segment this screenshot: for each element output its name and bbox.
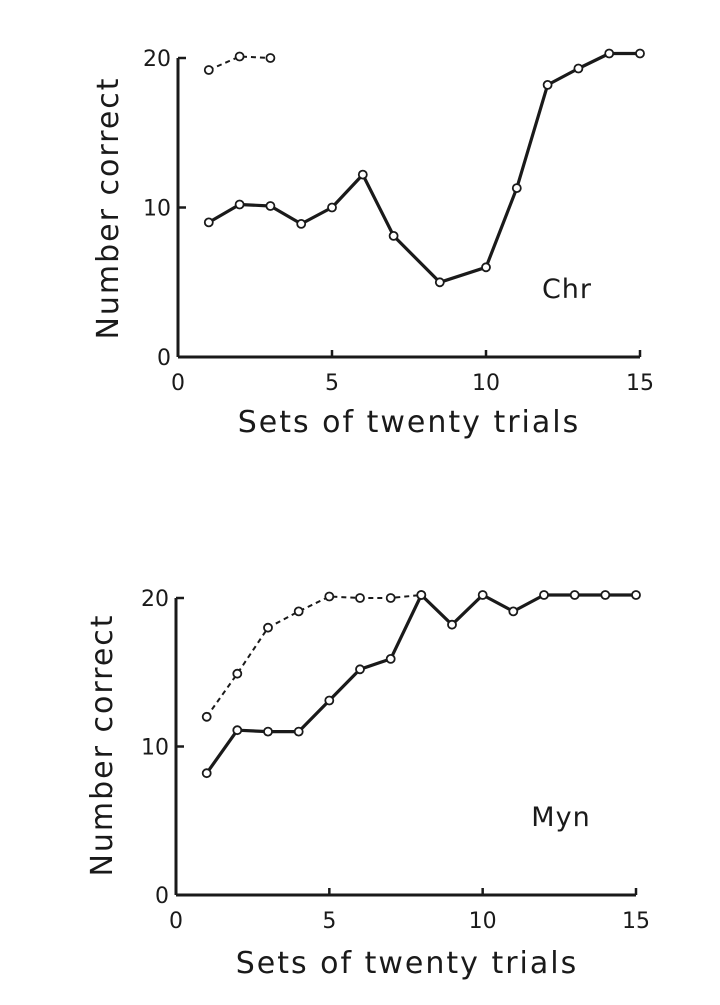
solid-series-point bbox=[201, 768, 212, 779]
x-tick-label: 5 bbox=[322, 909, 336, 934]
x-axis-title: Sets of twenty trials bbox=[238, 405, 580, 440]
solid-series-point bbox=[434, 277, 445, 288]
solid-series-point bbox=[293, 726, 304, 737]
dashed-series-point bbox=[385, 593, 396, 603]
dashed-series-point bbox=[203, 65, 214, 75]
x-tick-label: 10 bbox=[469, 909, 497, 934]
chart-panel-myn: 0 5 10 15 0 10 20 Sets of twenty trials Number c… bbox=[85, 587, 650, 981]
y-tick-label: 10 bbox=[143, 197, 171, 222]
solid-series-point bbox=[635, 48, 645, 59]
solid-series-point bbox=[508, 606, 519, 617]
solid-series-point bbox=[385, 654, 396, 664]
x-axis-title: Sets of twenty trials bbox=[236, 946, 578, 981]
y-tick-label: 10 bbox=[141, 736, 169, 761]
dashed-series-point bbox=[201, 711, 212, 722]
solid-series-point bbox=[234, 199, 245, 210]
dashed-series-point bbox=[293, 606, 304, 617]
solid-series-point bbox=[631, 590, 641, 600]
solid-series-line bbox=[205, 593, 636, 775]
dashed-series-point bbox=[324, 591, 335, 602]
dashed-series-point bbox=[265, 53, 276, 63]
dashed-series-point bbox=[416, 590, 427, 600]
solid-series-point bbox=[600, 590, 611, 600]
solid-series-point bbox=[539, 590, 549, 600]
solid-series-point bbox=[327, 202, 337, 213]
solid-series-point bbox=[203, 217, 214, 228]
solid-series-point bbox=[542, 80, 553, 90]
dashed-series-point bbox=[263, 622, 273, 633]
solid-series-point bbox=[296, 218, 307, 229]
y-tick-label: 0 bbox=[157, 346, 171, 371]
solid-series-point bbox=[357, 169, 368, 180]
dashed-series-line bbox=[208, 55, 271, 71]
dashed-series-point bbox=[234, 51, 245, 62]
x-tick-label: 0 bbox=[171, 371, 185, 396]
solid-series-point bbox=[573, 63, 584, 74]
solid-series-point bbox=[324, 695, 335, 706]
x-tick-label: 5 bbox=[325, 371, 339, 396]
solid-series-point bbox=[481, 262, 491, 273]
solid-series-point bbox=[265, 201, 276, 211]
solid-series-point bbox=[263, 726, 273, 737]
solid-series-point bbox=[388, 230, 399, 241]
y-tick-label: 20 bbox=[143, 47, 171, 72]
y-tick-label: 0 bbox=[155, 884, 169, 909]
solid-series-line bbox=[207, 51, 640, 284]
x-tick-label: 15 bbox=[626, 371, 654, 396]
solid-series-point bbox=[477, 590, 488, 600]
panel-label: Myn bbox=[531, 802, 590, 833]
solid-series-point bbox=[569, 590, 580, 600]
solid-series-point bbox=[355, 664, 365, 675]
dashed-series-point bbox=[355, 593, 365, 603]
x-tick-label: 10 bbox=[472, 371, 500, 396]
y-axis-title: Number correct bbox=[91, 76, 126, 339]
solid-series-point bbox=[232, 725, 243, 736]
y-tick-label: 20 bbox=[141, 587, 169, 612]
y-axis-title: Number correct bbox=[85, 613, 120, 876]
x-tick-label: 15 bbox=[622, 909, 650, 934]
solid-series-point bbox=[447, 619, 457, 630]
solid-series-point bbox=[604, 48, 615, 59]
panel-label: Chr bbox=[542, 274, 592, 305]
solid-series-point bbox=[511, 183, 522, 194]
x-tick-label: 0 bbox=[169, 909, 183, 934]
chart-panel-chr: 0 5 10 15 0 10 20 Sets of twenty trials Number c… bbox=[91, 47, 654, 440]
dashed-series-point bbox=[232, 668, 243, 679]
